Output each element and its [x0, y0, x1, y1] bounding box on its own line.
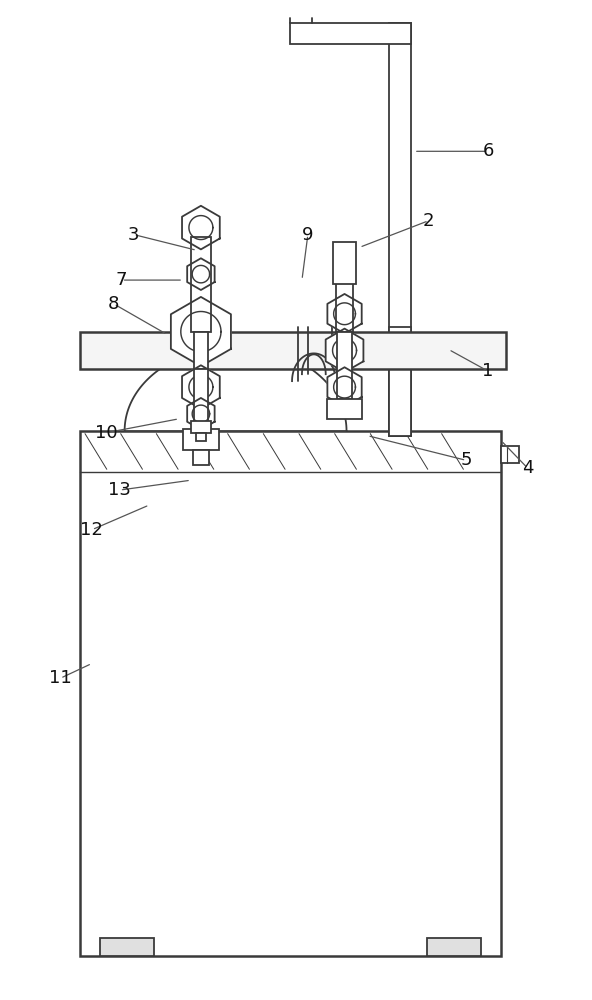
Bar: [336, 267, 353, 332]
Text: 1: 1: [482, 362, 494, 380]
Polygon shape: [171, 297, 231, 366]
Text: 11: 11: [49, 669, 72, 687]
Bar: [290, 23, 411, 44]
Polygon shape: [182, 365, 220, 409]
Bar: [327, 399, 362, 419]
Text: 3: 3: [128, 226, 139, 244]
Text: 2: 2: [423, 212, 435, 230]
Bar: [194, 332, 208, 369]
Bar: [389, 23, 411, 436]
Text: 4: 4: [522, 459, 533, 477]
Text: 9: 9: [302, 226, 314, 244]
Text: 12: 12: [81, 521, 104, 539]
Bar: [191, 421, 211, 433]
Bar: [191, 237, 211, 332]
Bar: [183, 429, 218, 450]
Bar: [337, 332, 352, 399]
Bar: [80, 431, 501, 956]
Text: 13: 13: [108, 481, 131, 499]
Polygon shape: [182, 206, 220, 249]
Polygon shape: [327, 294, 362, 334]
Bar: [196, 433, 206, 441]
Text: 6: 6: [482, 142, 494, 160]
Bar: [100, 938, 155, 956]
Bar: [333, 242, 356, 284]
Text: 8: 8: [108, 295, 120, 313]
Polygon shape: [327, 367, 362, 407]
Bar: [80, 332, 506, 369]
Polygon shape: [326, 329, 363, 372]
Bar: [389, 327, 411, 436]
Text: 7: 7: [116, 271, 127, 289]
Polygon shape: [187, 398, 215, 430]
Text: 5: 5: [461, 451, 472, 469]
Bar: [345, 337, 389, 355]
Bar: [193, 450, 209, 465]
Bar: [427, 938, 481, 956]
Polygon shape: [187, 258, 215, 290]
Bar: [501, 446, 519, 463]
Bar: [194, 369, 208, 429]
Text: 10: 10: [95, 424, 118, 442]
Polygon shape: [125, 346, 346, 431]
